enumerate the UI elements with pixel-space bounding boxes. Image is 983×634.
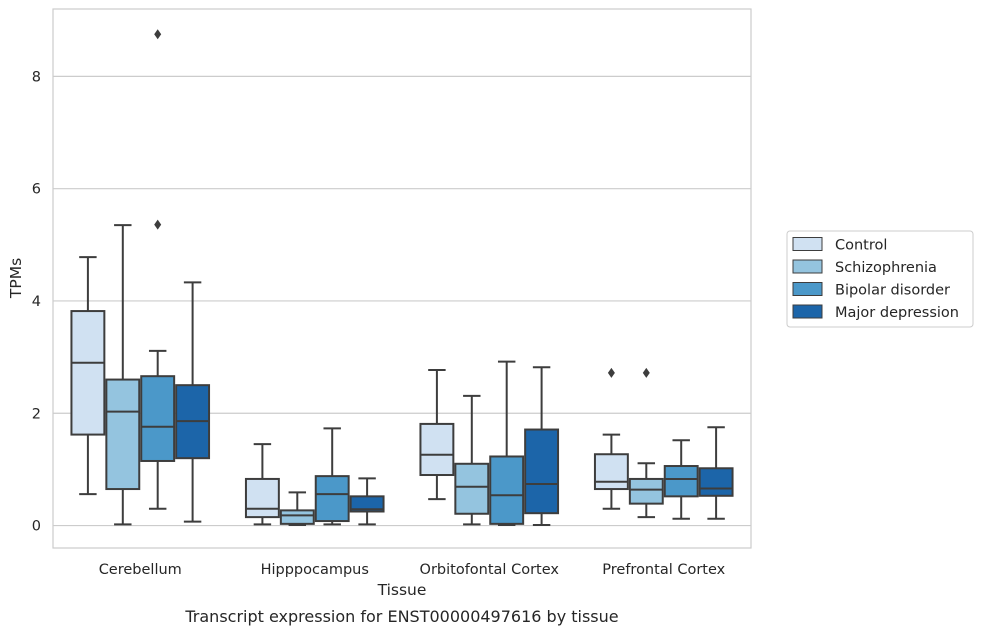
- y-axis-label: TPMs: [7, 258, 25, 299]
- legend-label: Schizophrenia: [835, 260, 937, 276]
- plot-area-frame: [52, 8, 752, 549]
- box-bipolar-disorder: [489, 360, 525, 526]
- box-major-depression: [349, 477, 385, 526]
- iqr-box: [663, 465, 699, 498]
- iqr-box: [279, 509, 315, 525]
- box-schizophrenia: [454, 394, 490, 526]
- iqr-box: [628, 477, 664, 505]
- x-tick-label: Cerebellum: [99, 562, 182, 578]
- x-tick-label: Hipppocampus: [261, 562, 369, 578]
- y-tick-label: 0: [32, 519, 41, 535]
- box-schizophrenia: [279, 491, 315, 526]
- iqr-box: [105, 378, 141, 491]
- x-tick-label: Prefrontal Cortex: [602, 562, 725, 578]
- box-major-depression: [175, 281, 211, 523]
- box-control: [593, 367, 629, 510]
- iqr-box: [314, 475, 350, 523]
- legend-label: Control: [835, 238, 887, 254]
- y-tick-label: 4: [32, 294, 41, 310]
- outlier-point: [154, 219, 162, 230]
- iqr-box: [70, 310, 106, 436]
- outlier-point: [642, 367, 650, 378]
- legend-items: Control Schizophrenia Bipolar disorder Majo…: [792, 237, 959, 321]
- boxes: [70, 29, 734, 526]
- box-bipolar-disorder: [663, 439, 699, 520]
- x-tick-label: Orbitofontal Cortex: [420, 562, 560, 578]
- box-bipolar-disorder: [140, 29, 176, 510]
- box-bipolar-disorder: [314, 427, 350, 526]
- box-control: [419, 369, 455, 501]
- iqr-box: [593, 453, 629, 491]
- iqr-box: [454, 462, 490, 515]
- y-tick-label: 8: [32, 69, 41, 85]
- legend: Control Schizophrenia Bipolar disorder Majo…: [786, 230, 974, 328]
- iqr-box: [244, 477, 280, 519]
- box-schizophrenia: [628, 367, 664, 519]
- iqr-box: [698, 467, 734, 497]
- box-major-depression: [698, 426, 734, 520]
- legend-swatch: [792, 259, 823, 274]
- box-schizophrenia: [105, 224, 141, 526]
- x-axis-label: Tissue: [377, 581, 427, 599]
- legend-frame: [786, 230, 974, 328]
- chart-caption: Transcript expression for ENST0000049761…: [184, 607, 618, 626]
- iqr-box: [524, 428, 560, 515]
- legend-swatch: [792, 237, 823, 251]
- y-tick-label: 2: [32, 406, 41, 422]
- legend-label: Major depression: [835, 305, 959, 321]
- legend-label: Bipolar disorder: [835, 283, 950, 299]
- y-tick-label: 6: [32, 182, 41, 198]
- outlier-point: [607, 367, 615, 378]
- x-axis-ticks: Cerebellum Hipppocampus Orbitofontal Corte…: [99, 562, 726, 578]
- iqr-box: [140, 375, 176, 462]
- iqr-box: [489, 455, 525, 525]
- box-control: [70, 256, 106, 496]
- iqr-box: [349, 495, 385, 513]
- legend-swatch: [792, 282, 823, 296]
- legend-swatch: [792, 304, 823, 319]
- box-control: [244, 443, 280, 526]
- y-axis-ticks: 0 2 4 6 8: [32, 69, 41, 534]
- iqr-box: [419, 422, 455, 477]
- box-major-depression: [524, 366, 560, 526]
- outlier-point: [154, 29, 162, 40]
